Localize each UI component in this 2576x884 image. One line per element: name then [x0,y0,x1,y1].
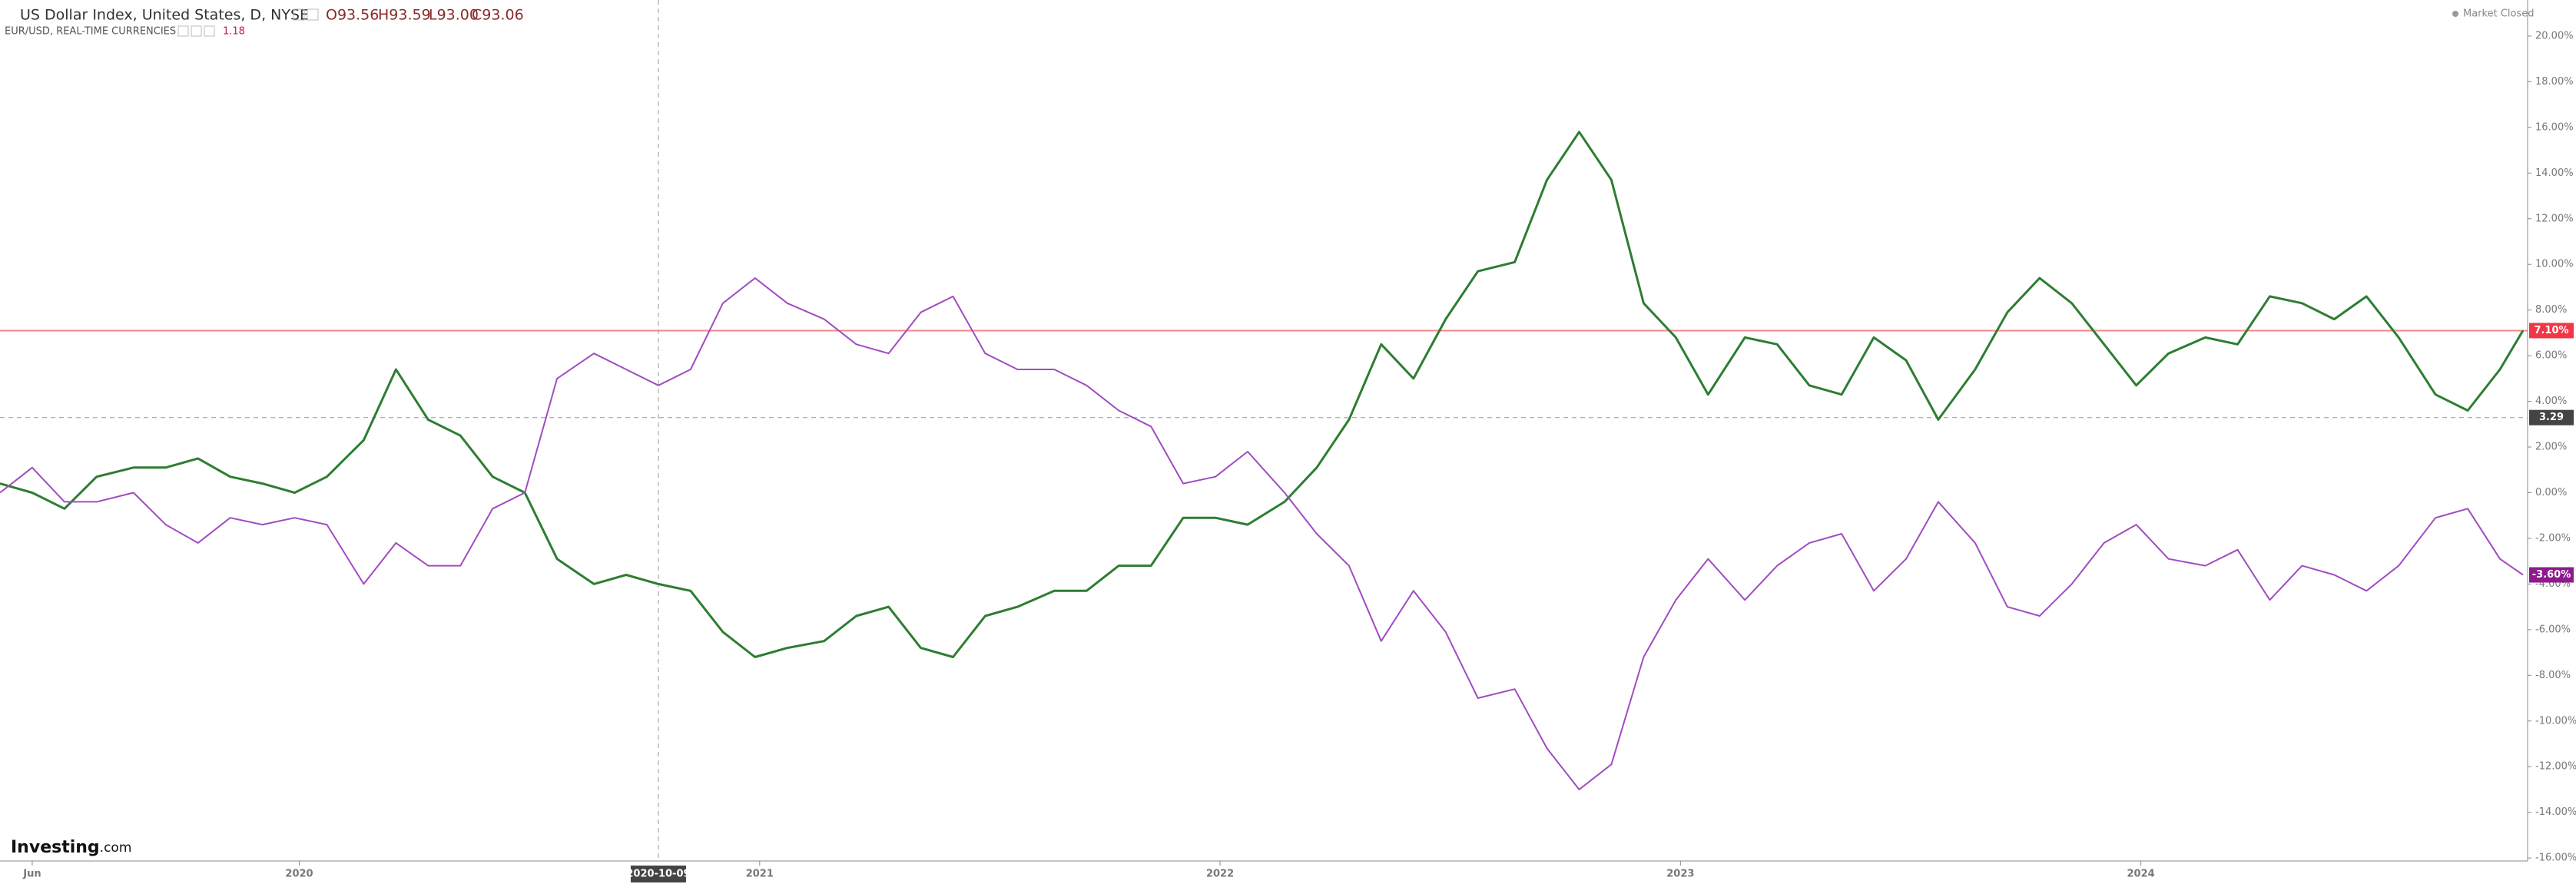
y-tick-label: -14.00% [2535,806,2576,818]
icon[interactable] [204,25,215,37]
crosshair-x-label: 2020-10-09 [626,869,690,880]
logo-suffix: .com [100,840,132,856]
y-tick-label: 8.00% [2535,304,2567,316]
y-tick-label: 18.00% [2535,76,2574,88]
ohlc-open: O93.56 [326,7,379,24]
y-tick-label: 2.00% [2535,442,2567,453]
y-tick-label: -12.00% [2535,761,2576,773]
y-tick-label: -16.00% [2535,853,2576,864]
y-tick-label: -6.00% [2535,624,2571,635]
y-tick-label: 12.00% [2535,213,2574,224]
y-tick-label: 10.00% [2535,259,2574,270]
market-status: Market Closed [2463,8,2535,20]
x-tick-label: 2020 [285,869,313,880]
icon[interactable] [191,25,202,37]
y-tick-label: 16.00% [2535,121,2574,133]
chart-title: US Dollar Index, United States, D, NYSE [20,7,309,24]
ohlc-low: L93.00 [429,7,479,24]
series-line [0,277,2524,790]
crosshair-y-label: 3.29 [2539,412,2564,423]
icon[interactable] [177,25,189,37]
logo: Investing.com [11,838,131,857]
compare-value: 1.18 [223,26,245,38]
y-tick-label: -2.00% [2535,532,2571,544]
series-line [0,131,2525,658]
x-tick-label: 2023 [1666,869,1694,880]
compare-box [2529,567,2574,583]
status-dot [2452,11,2458,17]
icon[interactable] [307,8,319,21]
y-tick-label: 0.00% [2535,487,2567,498]
y-tick-label: 20.00% [2535,30,2574,41]
price-box [2529,323,2574,339]
crosshair-x-box [630,866,686,882]
x-tick-label: Jun [22,869,41,880]
y-tick-label: 14.00% [2535,167,2574,179]
x-tick-label: 2024 [2127,869,2155,880]
compare-name: EUR/USD, REAL-TIME CURRENCIES [5,26,176,38]
compare-label: -3.60% [2532,569,2571,581]
y-tick-label: -10.00% [2535,715,2576,727]
ohlc-high: H93.59 [378,7,431,24]
y-tick-label: 6.00% [2535,350,2567,362]
icon[interactable] [293,8,305,21]
x-tick-label: 2022 [1206,869,1234,880]
logo-brand: Investing [11,838,100,857]
ohlc-close: C93.06 [472,7,524,24]
y-tick-label: 4.00% [2535,396,2567,407]
crosshair-y-box [2529,409,2574,425]
price-label: 7.10% [2534,325,2568,336]
y-tick-label: -8.00% [2535,670,2571,681]
x-tick-label: 2021 [746,869,774,880]
